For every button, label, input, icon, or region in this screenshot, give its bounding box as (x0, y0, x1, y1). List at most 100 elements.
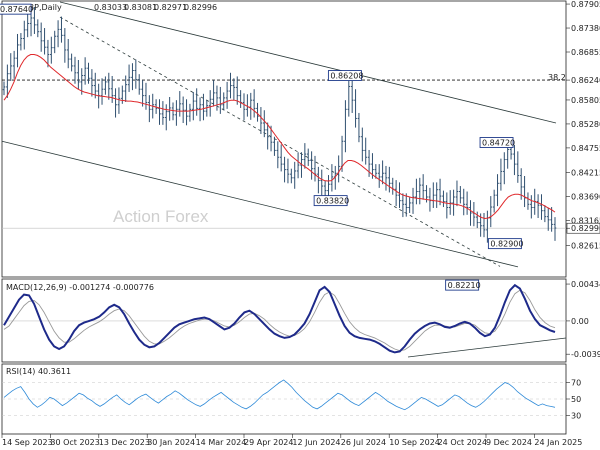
ohlc-low-label: 0.82971 (154, 3, 187, 12)
price-bar (219, 86, 222, 114)
price-bar (53, 30, 57, 54)
price-bar (320, 169, 324, 196)
price-bar (36, 19, 40, 38)
rsi-ytick-label: 50 (571, 395, 581, 404)
price-bar (502, 152, 506, 185)
rsi-ytick-label: 70 (571, 379, 581, 388)
price-bar (465, 191, 469, 215)
annotation-0-86208-label: 0.86208 (330, 72, 363, 81)
price-bar (63, 28, 67, 63)
price-bar (77, 59, 80, 90)
rsi-ytick-label: 30 (571, 412, 581, 421)
channel-lower-line (1, 140, 519, 268)
price-bar (553, 217, 557, 241)
annotation-0-84720-label: 0.84720 (482, 139, 515, 148)
price-bar (188, 103, 192, 122)
macd-ytick-label: 0.004341 (571, 280, 600, 289)
price-bar (144, 82, 148, 110)
watermark-label: Action Forex (113, 207, 209, 226)
macd-signal-line (3, 289, 556, 352)
price-bar (540, 194, 543, 220)
price-bar (141, 80, 144, 107)
price-bar (381, 160, 384, 185)
annotation-0-86208-box (327, 70, 362, 82)
annotation-0-82900-label: 0.82900 (490, 240, 523, 249)
price-pane-frame (1, 0, 567, 278)
price-bar (330, 164, 334, 192)
price-bar (513, 144, 516, 176)
price-bar (374, 164, 378, 179)
x-tick-label: 24 Oct 2024 (438, 438, 487, 447)
price-bar (293, 161, 297, 189)
price-bar (148, 95, 151, 123)
price-bar (9, 53, 13, 82)
price-bar (60, 16, 63, 43)
price-bar (161, 101, 165, 125)
price-bar (435, 182, 438, 208)
price-bar (70, 53, 73, 72)
price-bar (164, 104, 168, 131)
layer-series (2, 7, 557, 411)
price-bar (317, 166, 320, 194)
macd-pane-frame (1, 278, 567, 363)
price-bar (377, 164, 381, 188)
price-bar (421, 174, 425, 200)
price-bar (73, 56, 77, 84)
price-bar (408, 197, 411, 213)
macd-trend-line (407, 337, 567, 358)
price-bar (175, 100, 178, 126)
x-tick-label: 30 Jan 2024 (147, 438, 195, 447)
price-bar (290, 168, 293, 184)
price-bar (384, 165, 388, 191)
price-bar (516, 151, 520, 183)
macd-line (3, 283, 556, 354)
price-bar (225, 81, 229, 109)
price-bar (26, 10, 29, 38)
price-bar (110, 75, 114, 103)
price-bar (83, 57, 87, 85)
price-bar (16, 33, 19, 68)
price-bar (364, 137, 367, 165)
x-tick-label: 14 Sep 2023 (2, 438, 53, 447)
x-tick-label: 14 Mar 2024 (196, 438, 247, 447)
price-bar (192, 91, 195, 121)
price-bar (492, 189, 496, 213)
price-bar (12, 50, 16, 79)
x-tick-label: 12 Jun 2024 (292, 438, 340, 447)
price-bar (154, 99, 158, 114)
price-bar (300, 152, 303, 178)
price-bar (442, 190, 445, 208)
price-bar (296, 152, 300, 179)
price-bar (286, 158, 290, 184)
price-bar (127, 64, 131, 92)
annotation-0-83820-label: 0.83820 (316, 197, 349, 206)
price-bar (50, 36, 53, 64)
price-bar (134, 59, 138, 89)
price-bar (80, 68, 84, 95)
price-bar (208, 90, 212, 117)
x-tick-label: 29 Apr 2024 (244, 438, 293, 447)
price-bar (310, 151, 313, 180)
annotation-0-82210-box (445, 279, 480, 291)
price-ytick-label: 0.86855 (571, 48, 600, 57)
price-bar (357, 112, 361, 143)
price-bar (404, 193, 408, 217)
price-bar (202, 93, 205, 121)
price-bar (181, 96, 185, 124)
annotation-0-84720-box (479, 137, 514, 148)
price-bar (117, 87, 121, 114)
price-bar (452, 189, 455, 216)
channel-upper-line (59, 1, 557, 124)
price-bar (262, 110, 266, 138)
ohlc-close-label: 0.82996 (184, 3, 217, 12)
price-ytick-label: 0.82996 (571, 224, 600, 233)
price-bar (46, 39, 50, 68)
moving-average-line (3, 54, 556, 220)
price-bar (232, 78, 236, 101)
price-bar (323, 180, 327, 197)
price-bar (459, 186, 462, 204)
price-bar (222, 92, 226, 111)
price-bar (39, 22, 43, 52)
